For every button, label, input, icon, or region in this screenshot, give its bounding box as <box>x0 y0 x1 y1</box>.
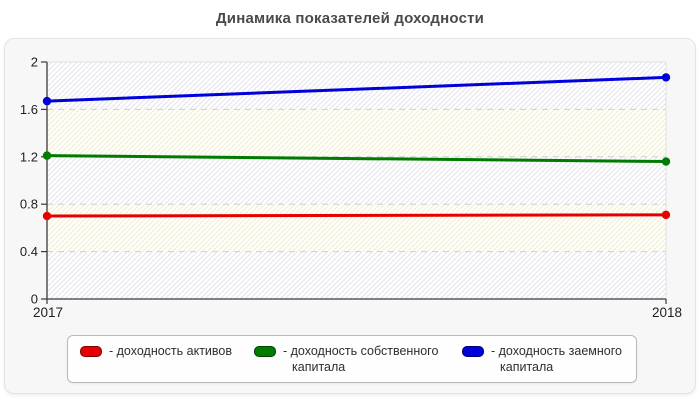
legend-label-debt: - доходность заемного капитала <box>491 344 622 375</box>
series-line <box>45 213 668 218</box>
chart-panel: 0 0.4 0.8 1.2 1.6 2 2017 2018 - доходность акти… <box>4 38 696 394</box>
plot-band <box>47 156 666 205</box>
legend-label-assets: - доходность активов <box>109 344 232 358</box>
x-tick-label: 2018 <box>652 305 682 320</box>
legend-label-equity: - доходность собственного капитала <box>283 344 439 375</box>
y-tick-label: 0 <box>31 292 38 307</box>
legend-item-assets: - доходность активов <box>80 343 232 359</box>
y-tick-label: 0.4 <box>20 244 38 259</box>
chart-title: Динамика показателей доходности <box>215 10 485 27</box>
plot-band <box>47 204 666 252</box>
y-tick-label: 1.6 <box>20 102 38 117</box>
plot-border <box>47 61 667 299</box>
legend-item-equity: - доходность собственного капитала <box>254 343 468 376</box>
data-point-marker <box>42 96 52 106</box>
plot-band <box>47 62 666 110</box>
x-tick-label: 2017 <box>33 305 63 320</box>
data-point-marker <box>42 211 52 221</box>
y-tick-label: 1.2 <box>20 149 38 164</box>
plot-svg: 0 0.4 0.8 1.2 1.6 2 2017 2018 <box>20 55 682 321</box>
legend-swatch-blue <box>462 346 484 357</box>
chart-legend: - доходность активов - доходность собств… <box>67 335 637 383</box>
series-line <box>45 75 668 103</box>
y-tick-label: 2 <box>31 55 38 70</box>
plot-band <box>47 251 666 299</box>
legend-swatch-red <box>80 346 102 357</box>
plot-band <box>47 109 666 157</box>
y-tick-label: 0.8 <box>20 197 38 212</box>
legend-item-debt: - доходность заемного капитала <box>462 343 636 376</box>
data-point-marker <box>661 157 671 166</box>
data-point-marker <box>661 210 671 220</box>
data-point-marker <box>661 73 671 82</box>
series-line <box>45 154 668 164</box>
legend-swatch-green <box>254 346 276 357</box>
data-point-marker <box>42 151 52 160</box>
